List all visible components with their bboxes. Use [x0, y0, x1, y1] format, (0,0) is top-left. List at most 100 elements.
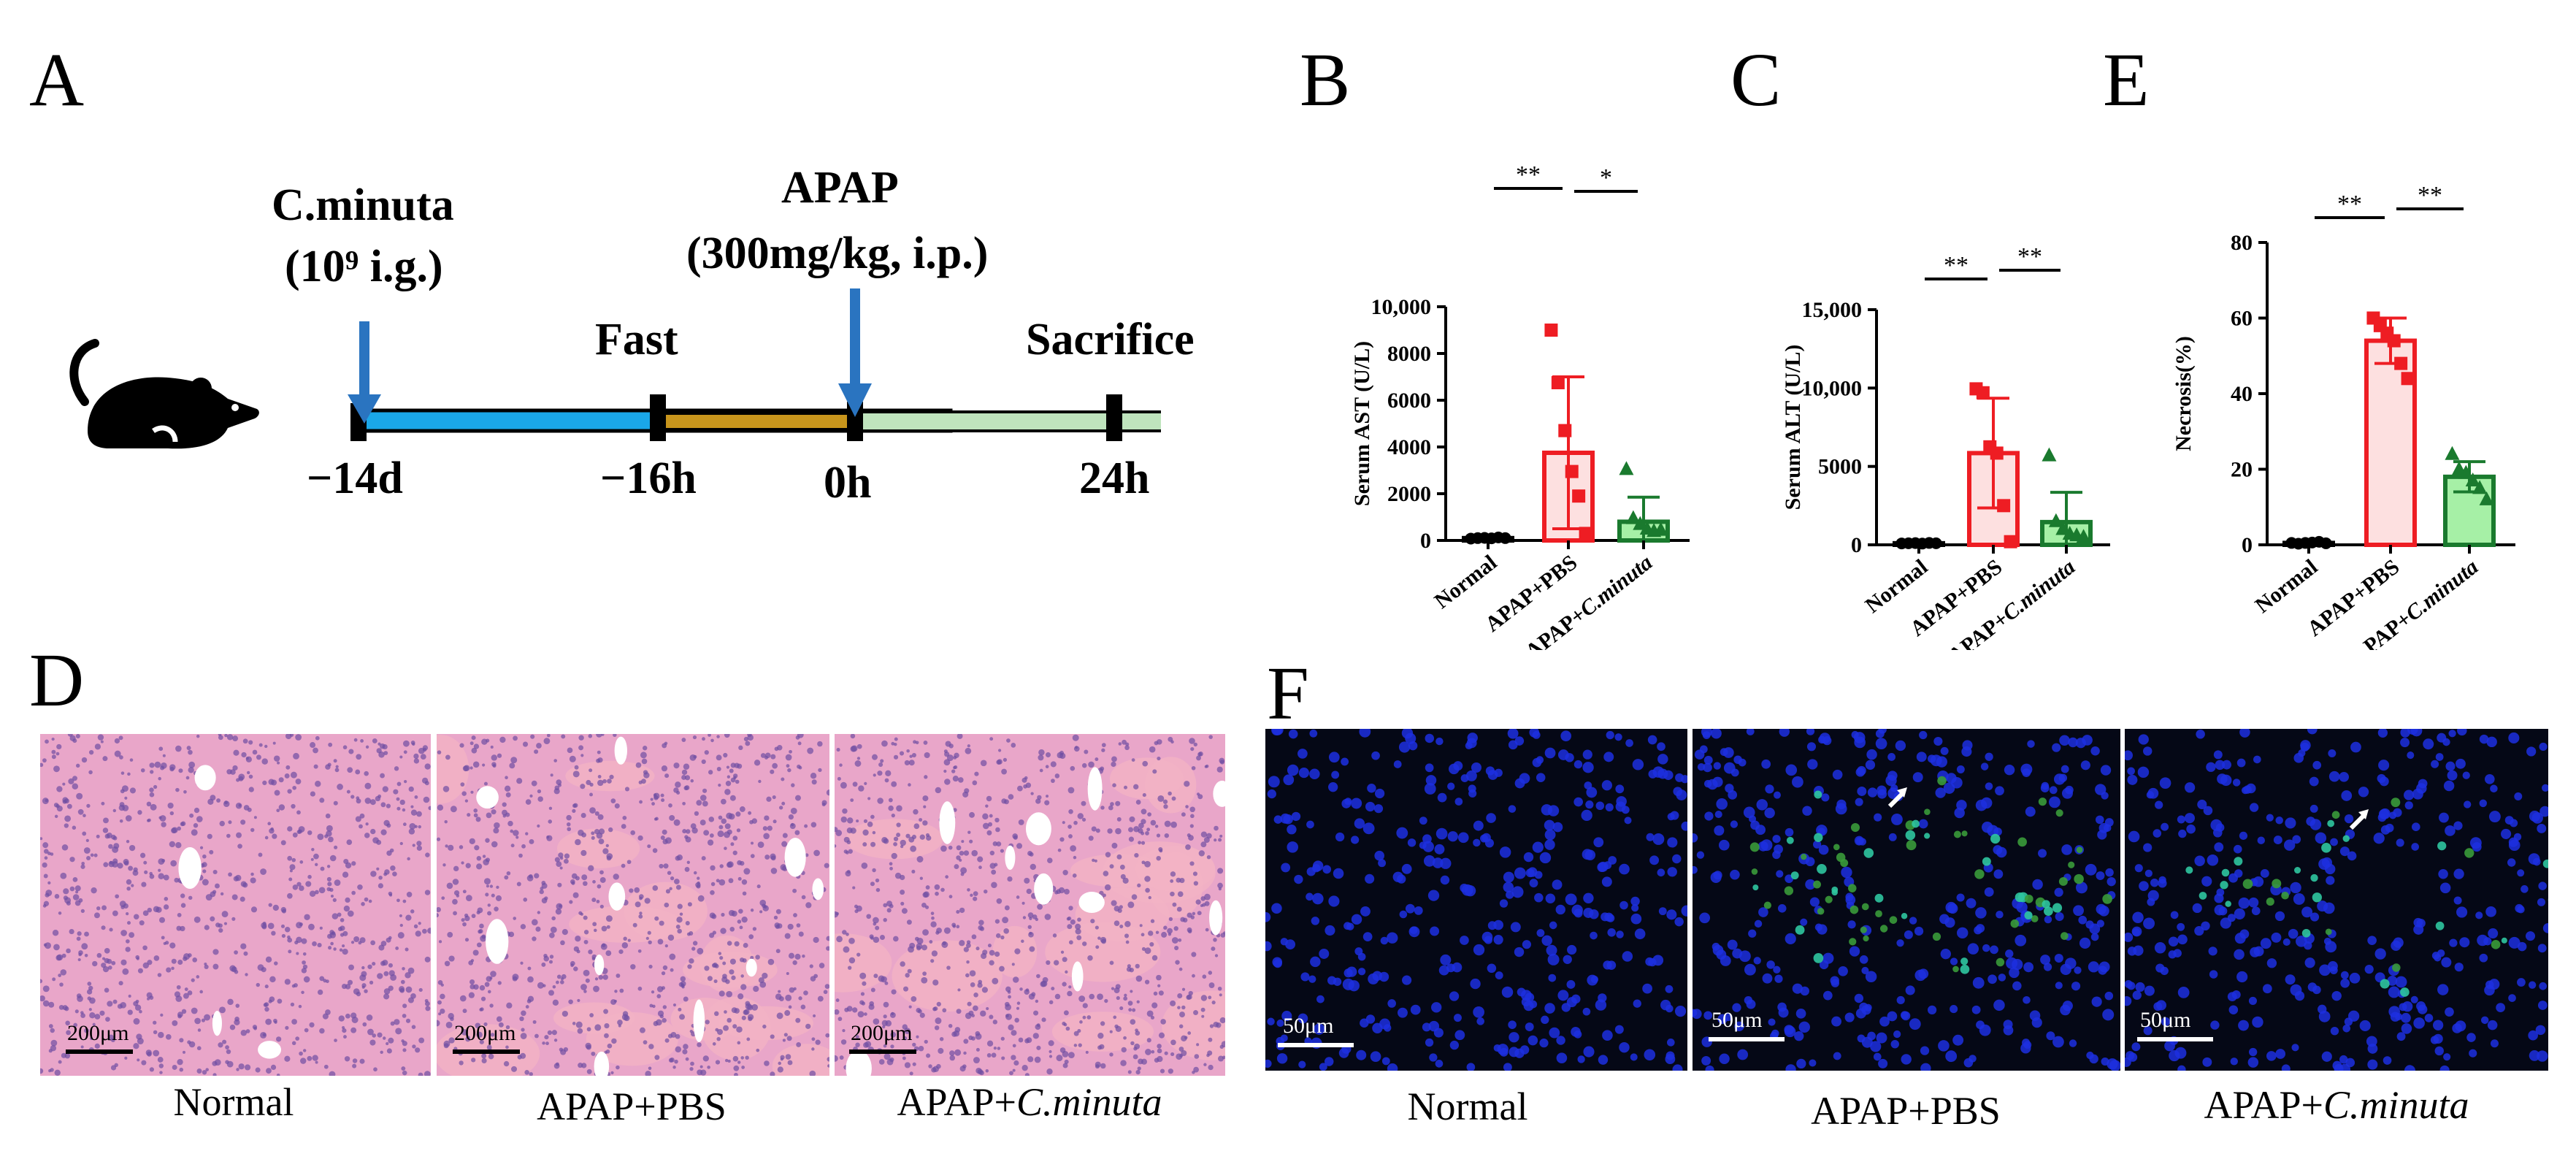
nucleus: [103, 862, 109, 868]
dapi-nucleus: [1701, 729, 1712, 738]
nucleus: [328, 836, 334, 843]
nucleus: [414, 825, 418, 828]
nucleus: [884, 778, 889, 783]
nucleus: [1177, 1006, 1181, 1009]
nucleus: [84, 953, 88, 957]
nucleus: [460, 782, 465, 787]
nucleus: [291, 1041, 296, 1046]
nucleus: [1163, 804, 1168, 809]
dapi-nucleus: [1982, 944, 1990, 952]
nucleus: [72, 876, 78, 882]
nucleus: [1175, 960, 1180, 965]
dapi-nucleus: [2196, 729, 2205, 739]
dapi-nucleus: [2319, 964, 2331, 976]
dapi-nucleus: [1777, 903, 1787, 913]
dapi-nucleus: [1896, 995, 1905, 1005]
nucleus: [965, 1012, 972, 1020]
nucleus: [164, 897, 169, 901]
nucleus: [745, 741, 751, 746]
nucleus: [835, 911, 839, 916]
dapi-nucleus: [2328, 770, 2340, 782]
dapi-nucleus: [2424, 1014, 2434, 1022]
nucleus: [398, 986, 405, 993]
nucleus: [92, 960, 98, 967]
nucleus: [437, 1000, 442, 1005]
nucleus: [842, 1029, 846, 1033]
nucleus: [787, 923, 794, 930]
nucleus: [465, 863, 471, 868]
nucleus: [994, 863, 998, 867]
dapi-nucleus: [1796, 1058, 1806, 1069]
dapi-nucleus: [2090, 746, 2100, 756]
nucleus: [1068, 906, 1073, 911]
tunel-positive-cell: [1763, 901, 1771, 909]
vessel-lumen: [476, 786, 499, 809]
nucleus: [902, 1056, 906, 1060]
tunel-positive-cell: [2031, 915, 2039, 922]
tunel-positive-cell: [2327, 819, 2335, 827]
nucleus: [149, 792, 155, 798]
dapi-nucleus: [2184, 813, 2195, 824]
nucleus: [287, 789, 292, 794]
nucleus: [102, 957, 106, 960]
nucleus: [644, 898, 651, 904]
data-point: [1633, 516, 1648, 530]
nucleus: [1191, 765, 1196, 770]
dapi-nucleus: [1867, 787, 1878, 798]
tunel-positive-cell: [2301, 928, 2311, 938]
nucleus: [730, 777, 736, 783]
nucleus: [729, 969, 735, 975]
nucleus: [844, 1007, 849, 1012]
nucleus: [967, 888, 970, 892]
nucleus: [821, 803, 826, 807]
dapi-nucleus: [1447, 782, 1455, 790]
nucleus: [779, 806, 783, 810]
nucleus: [1123, 785, 1128, 789]
nucleus: [690, 779, 694, 783]
nucleus: [370, 871, 377, 877]
nucleus: [727, 1017, 732, 1023]
dapi-nucleus: [2479, 799, 2487, 808]
dapi-nucleus: [1473, 820, 1484, 831]
nucleus: [296, 882, 302, 887]
y-tick-label: 60: [2231, 307, 2253, 331]
nucleus: [1202, 974, 1207, 979]
nucleus: [839, 763, 843, 767]
nucleus: [236, 832, 242, 838]
nucleus: [596, 900, 600, 903]
dapi-nucleus: [2236, 758, 2246, 768]
nucleus: [288, 877, 293, 882]
dapi-nucleus: [2309, 776, 2319, 787]
nucleus: [160, 1013, 164, 1017]
dapi-nucleus: [1440, 875, 1450, 885]
dapi-nucleus: [1918, 968, 1929, 979]
nucleus: [1196, 755, 1201, 761]
tunel-positive-cell: [2225, 900, 2231, 907]
nucleus: [1217, 1055, 1224, 1062]
nucleus: [404, 780, 407, 784]
he-image-apap-cminuta: [835, 734, 1225, 1076]
nucleus: [594, 811, 599, 816]
dapi-nucleus: [2184, 782, 2196, 793]
nucleus: [498, 1022, 504, 1028]
dapi-nucleus: [2396, 838, 2404, 847]
nucleus: [137, 1058, 140, 1062]
dapi-nucleus: [1514, 736, 1525, 746]
nucleus: [1141, 933, 1145, 937]
dapi-nucleus: [1657, 754, 1668, 765]
nucleus: [1004, 799, 1009, 805]
dapi-nucleus: [2131, 926, 2142, 937]
nucleus: [405, 947, 409, 952]
nucleus: [732, 1024, 737, 1029]
nucleus: [78, 950, 83, 955]
nucleus: [763, 833, 770, 840]
nucleus: [504, 875, 509, 880]
nucleus: [375, 795, 381, 802]
nucleus: [1163, 925, 1168, 930]
nucleus: [870, 882, 875, 887]
vessel-lumen: [784, 838, 806, 877]
nucleus: [443, 1043, 449, 1049]
nucleus: [300, 1058, 307, 1064]
nucleus: [1127, 1001, 1133, 1006]
nucleus: [936, 1063, 941, 1069]
